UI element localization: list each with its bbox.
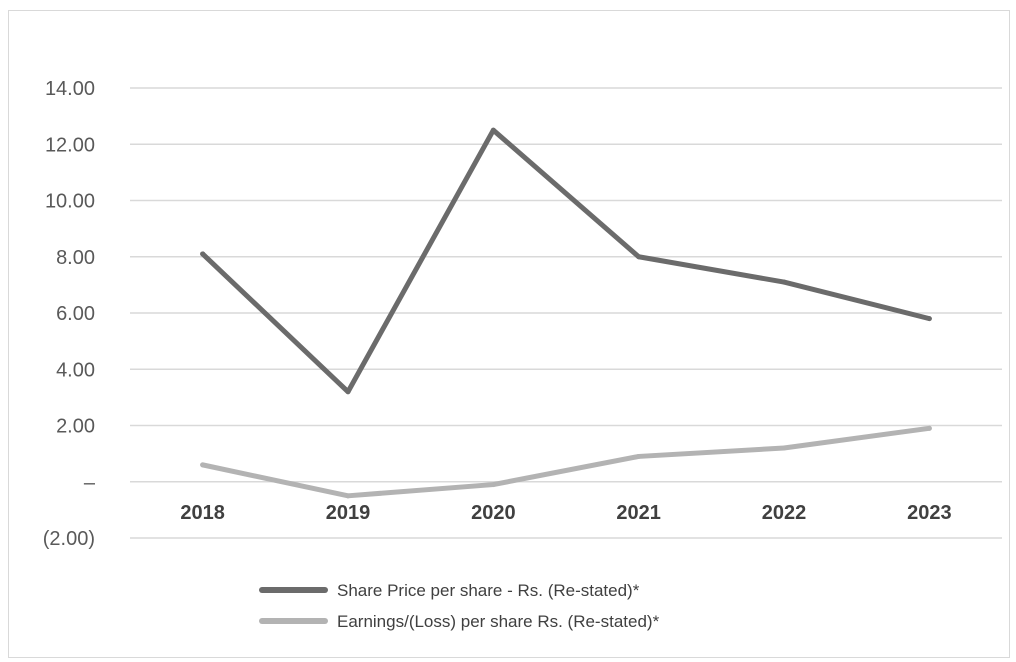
data-point xyxy=(345,389,351,395)
legend-label: Share Price per share - Rs. (Re-stated)* xyxy=(337,581,640,600)
data-point xyxy=(926,425,932,431)
legend: Share Price per share - Rs. (Re-stated)*… xyxy=(259,581,660,631)
y-tick-label: 4.00 xyxy=(56,359,95,381)
x-tick-label: 2021 xyxy=(616,502,661,524)
data-point xyxy=(781,445,787,451)
chart-frame xyxy=(8,10,1010,658)
y-tick-label: 10.00 xyxy=(45,191,95,213)
y-tick-label: 6.00 xyxy=(56,303,95,325)
y-tick-label: 12.00 xyxy=(45,134,95,156)
x-tick-label: 2022 xyxy=(762,502,807,524)
x-tick-label: 2023 xyxy=(907,502,952,524)
data-point xyxy=(490,482,496,488)
data-point xyxy=(781,279,787,285)
data-point xyxy=(345,493,351,499)
y-tick-label: 14.00 xyxy=(45,78,95,100)
data-point xyxy=(200,251,206,257)
y-axis-ticks: (2.00) – 2.00 4.00 6.00 8.00 10.00 12.00 14.00 xyxy=(43,78,96,550)
y-tick-label: 2.00 xyxy=(56,416,95,438)
legend-label: Earnings/(Loss) per share Rs. (Re-stated… xyxy=(337,612,660,631)
x-tick-label: 2019 xyxy=(326,502,371,524)
x-tick-label: 2020 xyxy=(471,502,516,524)
y-tick-label: – xyxy=(84,472,96,494)
series-line-0 xyxy=(200,127,932,395)
data-point xyxy=(926,316,932,322)
series-line-1 xyxy=(200,425,932,499)
y-tick-label: 8.00 xyxy=(56,247,95,269)
y-tick-label: (2.00) xyxy=(43,528,95,550)
data-point xyxy=(490,127,496,133)
data-point xyxy=(200,462,206,468)
gridlines xyxy=(130,87,1002,539)
data-point xyxy=(636,453,642,459)
series-lines xyxy=(200,127,932,499)
data-point xyxy=(636,254,642,260)
x-axis-ticks: 2018 2019 2020 2021 2022 2023 xyxy=(180,502,951,524)
x-tick-label: 2018 xyxy=(180,502,225,524)
